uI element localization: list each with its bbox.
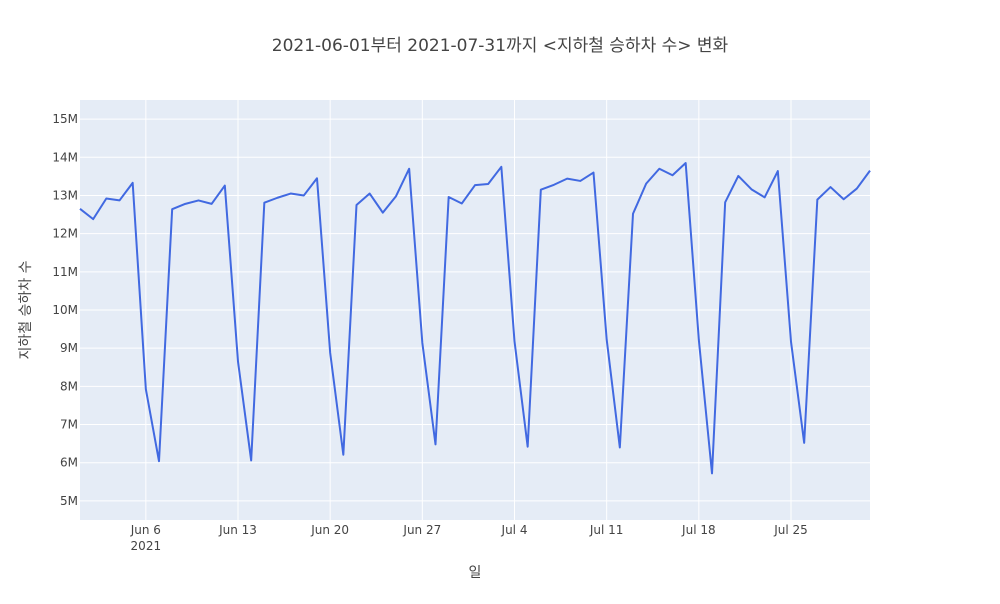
x-tick-year-label: 2021 bbox=[131, 539, 162, 553]
x-tick-label: Jul 25 bbox=[773, 523, 808, 537]
y-tick-label: 8M bbox=[60, 379, 78, 393]
y-axis-ticks: 5M 6M 7M 8M 9M 10M 11M 12M 13M 14M 15M bbox=[52, 112, 78, 508]
chart-title: 2021-06-01부터 2021-07-31까지 <지하철 승하차 수> 변화 bbox=[272, 36, 729, 56]
x-tick-label: Jun 20 bbox=[310, 523, 349, 537]
y-tick-label: 15M bbox=[52, 112, 78, 126]
y-tick-label: 6M bbox=[60, 456, 78, 470]
x-tick-label: Jun 13 bbox=[218, 523, 257, 537]
y-tick-label: 13M bbox=[52, 188, 78, 202]
y-tick-label: 7M bbox=[60, 418, 78, 432]
y-tick-label: 12M bbox=[52, 227, 78, 241]
x-tick-label: Jul 4 bbox=[501, 523, 528, 537]
x-tick-label: Jun 27 bbox=[402, 523, 441, 537]
x-axis-title: 일 bbox=[469, 565, 482, 581]
x-tick-label: Jun 6 bbox=[130, 523, 161, 537]
x-tick-label: Jul 11 bbox=[589, 523, 624, 537]
y-tick-label: 5M bbox=[60, 494, 78, 508]
y-axis-title: 지하철 승하차 수 bbox=[18, 260, 34, 359]
y-tick-label: 14M bbox=[52, 150, 78, 164]
y-tick-label: 10M bbox=[52, 303, 78, 317]
y-tick-label: 11M bbox=[52, 265, 78, 279]
y-tick-label: 9M bbox=[60, 341, 78, 355]
x-tick-label: Jul 18 bbox=[681, 523, 716, 537]
x-axis-ticks: Jun 6 2021 Jun 13 Jun 20 Jun 27 Jul 4 Jul 11 Ju… bbox=[130, 523, 808, 553]
